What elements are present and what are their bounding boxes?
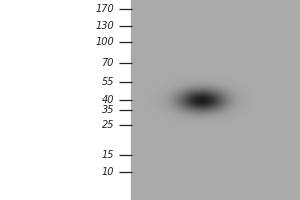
Text: 100: 100 bbox=[95, 37, 114, 47]
Text: 130: 130 bbox=[95, 21, 114, 31]
Text: 70: 70 bbox=[101, 58, 114, 68]
Text: 170: 170 bbox=[95, 4, 114, 14]
Text: 10: 10 bbox=[101, 167, 114, 177]
Text: 35: 35 bbox=[101, 105, 114, 115]
Text: 15: 15 bbox=[101, 150, 114, 160]
Bar bbox=[130, 0, 300, 200]
Text: 55: 55 bbox=[101, 77, 114, 87]
Text: 25: 25 bbox=[101, 120, 114, 130]
Text: 40: 40 bbox=[101, 95, 114, 105]
